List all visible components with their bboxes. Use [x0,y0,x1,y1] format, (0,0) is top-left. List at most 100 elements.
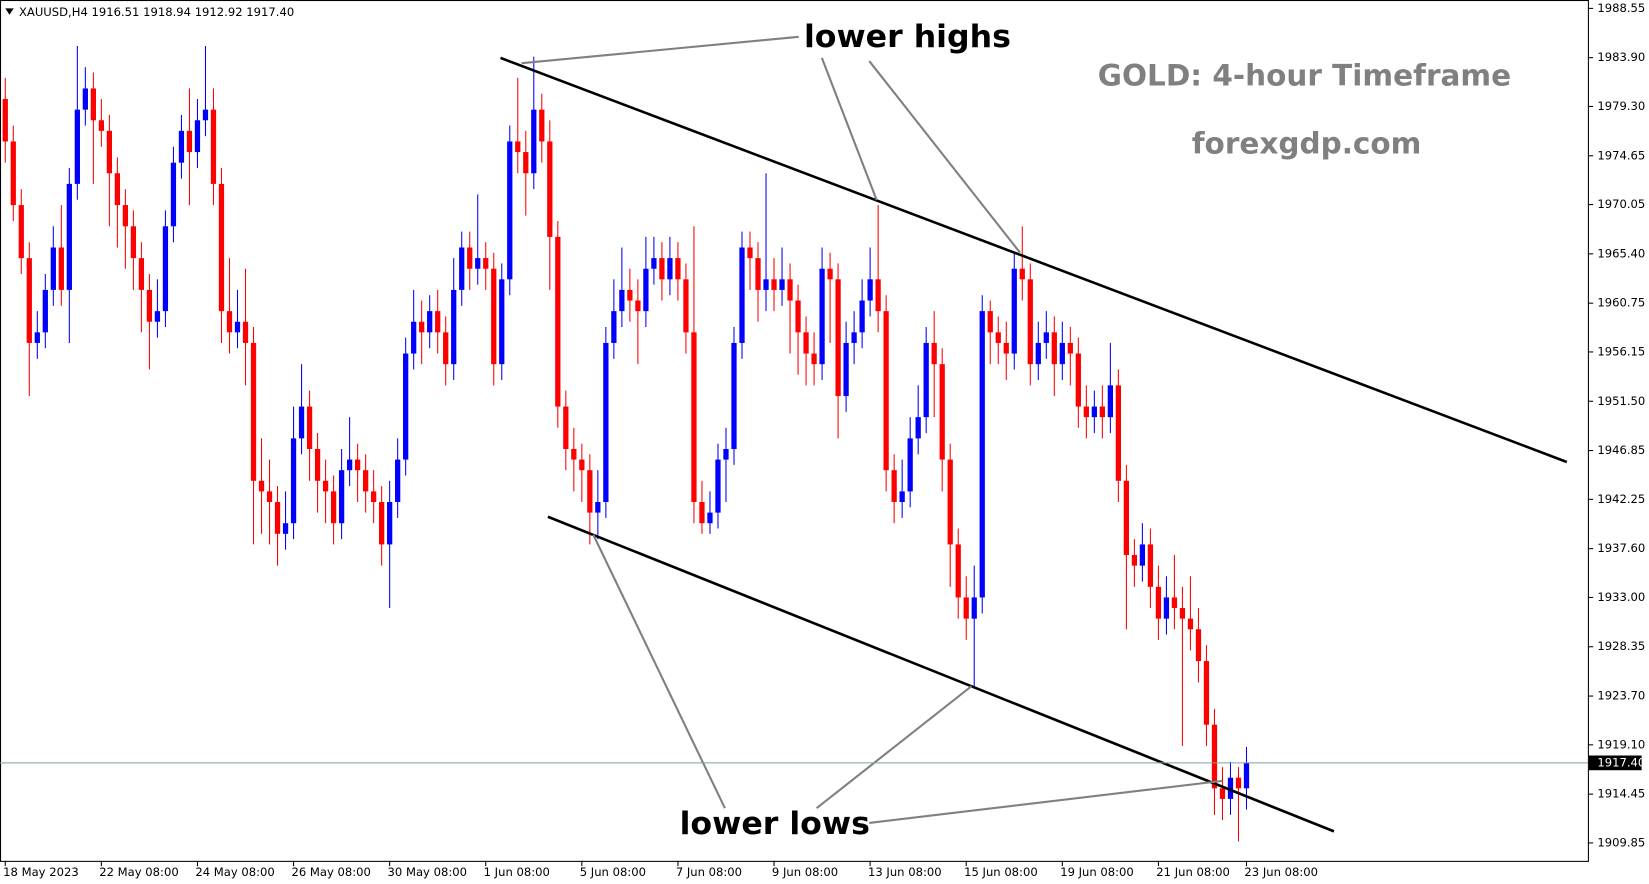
candle-body [226,311,233,333]
candle-body [1115,385,1122,481]
candle-body [1155,586,1162,619]
candle-body [851,332,857,343]
pointer [820,57,878,201]
y-tick-label: 1937.60 [1597,541,1645,555]
candle-body [835,279,841,396]
candle-body [1235,777,1242,789]
candle-body [987,311,993,333]
candle-body [651,258,657,269]
y-tick-label: 1965.40 [1597,246,1645,260]
candle-body [114,173,121,206]
candle-body [202,109,209,121]
candle-body [250,342,257,481]
candle-body [707,512,713,524]
candle-body [747,247,753,259]
candle-body [515,141,521,153]
candle-body [10,141,16,206]
candle-body [507,141,513,280]
candle-body [274,502,281,534]
x-tick-label: 7 Jun 08:00 [676,865,742,879]
x-tick-label: 15 Jun 08:00 [964,865,1038,879]
candle-body [675,258,681,280]
candle-body [915,417,921,439]
candle-body [1187,618,1194,630]
candle-body [1011,268,1017,354]
chart-subtitle: forexgdp.com [1192,127,1422,161]
candle-body [330,491,337,524]
candle-body [290,438,297,524]
candle-body [875,279,881,312]
candle-body [122,205,129,227]
candle-body [659,258,665,280]
candle-body [923,342,929,418]
candle-body [306,406,313,449]
candle-body [362,470,369,492]
candle-body [771,279,777,290]
candle-body [467,247,473,269]
candle-body [194,120,201,153]
candle-body [162,226,169,312]
candle-body [98,120,104,131]
candle-body [563,406,569,449]
candle-body [723,448,729,460]
candle-body [475,258,481,269]
y-tick-label: 1942.25 [1597,492,1645,506]
candle-body [1171,597,1178,609]
candle-body [643,268,649,312]
candle-body [435,311,441,333]
candle-body [579,459,585,471]
y-tick-label: 1914.45 [1597,787,1645,801]
pointer [869,779,1223,825]
candle-body [354,459,361,471]
candle-body [1027,279,1033,365]
y-tick-label: 1974.65 [1597,148,1645,162]
candle-body [234,321,241,333]
y-tick-label: 1928.35 [1597,639,1645,653]
candle-body [106,130,113,174]
x-tick-label: 22 May 08:00 [99,865,178,879]
candle-body [443,332,449,365]
lower-trend-line [547,515,1335,833]
candle-body [314,448,321,481]
candle-body [595,502,601,513]
y-tick-label: 1988.55 [1597,1,1645,15]
candle-body [667,258,673,280]
candle-body [843,342,849,396]
candles [2,46,1250,842]
candle-body [34,332,40,343]
candle-body [170,162,177,227]
x-tick-label: 18 May 2023 [3,865,79,879]
candle-body [186,130,193,153]
y-tick-label: 1933.00 [1597,590,1645,604]
candle-body [138,258,145,290]
x-tick-label: 26 May 08:00 [291,865,370,879]
candle-body [555,236,561,407]
candle-body [683,279,689,333]
candle-body [26,258,32,343]
candle-body [611,311,617,343]
candle-body [763,279,769,290]
candle-body [1227,777,1234,799]
candle-body [178,130,185,163]
candle-body [531,109,537,174]
annotation: lower highs [804,19,1011,55]
candle-body [403,353,409,460]
candle-body [547,141,553,237]
candle-body [66,183,72,290]
candle-body [379,502,385,545]
candle-body [154,311,161,322]
current-price-label: 1917.40 [1597,755,1645,769]
candle-body [603,342,609,503]
candle-body [338,470,345,524]
candle-body [1219,788,1226,799]
y-tick-label: 1909.85 [1597,835,1645,849]
upper-trend-line [500,56,1568,464]
candle-body [1003,342,1009,354]
candle-body [1091,406,1097,418]
candle-body [939,364,945,460]
candle-body [899,491,905,503]
header: XAUUSD,H4 1916.51 1918.94 1912.92 1917.4… [19,5,294,19]
candle-body [130,226,137,259]
candle-body [971,597,977,619]
candle-body [883,311,889,471]
